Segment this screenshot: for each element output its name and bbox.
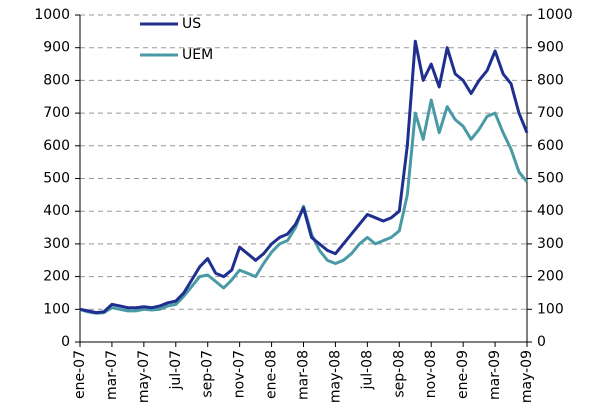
y2-tick-label: 400 — [537, 203, 564, 219]
y-tick-label: 900 — [43, 40, 70, 56]
y-tick-label: 800 — [43, 72, 70, 88]
x-tick-label: nov-08 — [423, 350, 439, 398]
legend-label: UEM — [182, 47, 213, 63]
line-series — [79, 98, 529, 315]
x-tick-label: nov-07 — [232, 350, 248, 398]
y-tick-label: 100 — [43, 301, 70, 317]
y2-tick-label: 900 — [537, 40, 564, 56]
y-tick-label: 300 — [43, 236, 70, 252]
x-tick-label: mar-09 — [487, 350, 503, 400]
y-tick-label: 1000 — [34, 7, 70, 23]
y2-tick-label: 800 — [537, 72, 564, 88]
x-tick-label: may-09 — [519, 350, 535, 403]
x-tick-label: sep-08 — [391, 350, 407, 398]
y-tick-label: 400 — [43, 203, 70, 219]
x-tick-label: sep-07 — [200, 350, 216, 398]
line-series — [79, 39, 529, 315]
x-tick-label: mar-08 — [296, 350, 312, 400]
x-tick-label: jul-08 — [359, 350, 375, 391]
y-tick-label: 600 — [43, 138, 70, 154]
x-tick-label: ene-07 — [72, 350, 88, 399]
x-tick-label: ene-09 — [455, 350, 471, 399]
y-tick-label: 700 — [43, 105, 70, 121]
y2-tick-label: 700 — [537, 105, 564, 121]
x-tick-label: may-08 — [327, 350, 343, 403]
y2-tick-label: 500 — [537, 171, 564, 187]
y2-tick-label: 1000 — [537, 7, 573, 23]
legend-label: US — [182, 16, 201, 32]
x-tick-label: may-07 — [136, 350, 152, 403]
y-tick-label: 500 — [43, 171, 70, 187]
x-tick-label: mar-07 — [104, 350, 120, 400]
y2-tick-label: 100 — [537, 301, 564, 317]
y2-tick-label: 600 — [537, 138, 564, 154]
x-tick-label: jul-07 — [168, 350, 184, 391]
x-tick-label: ene-08 — [264, 350, 280, 399]
y2-tick-label: 0 — [537, 334, 546, 350]
y-tick-label: 0 — [61, 334, 70, 350]
y-tick-label: 200 — [43, 269, 70, 285]
y2-tick-label: 200 — [537, 269, 564, 285]
y2-tick-label: 300 — [537, 236, 564, 252]
